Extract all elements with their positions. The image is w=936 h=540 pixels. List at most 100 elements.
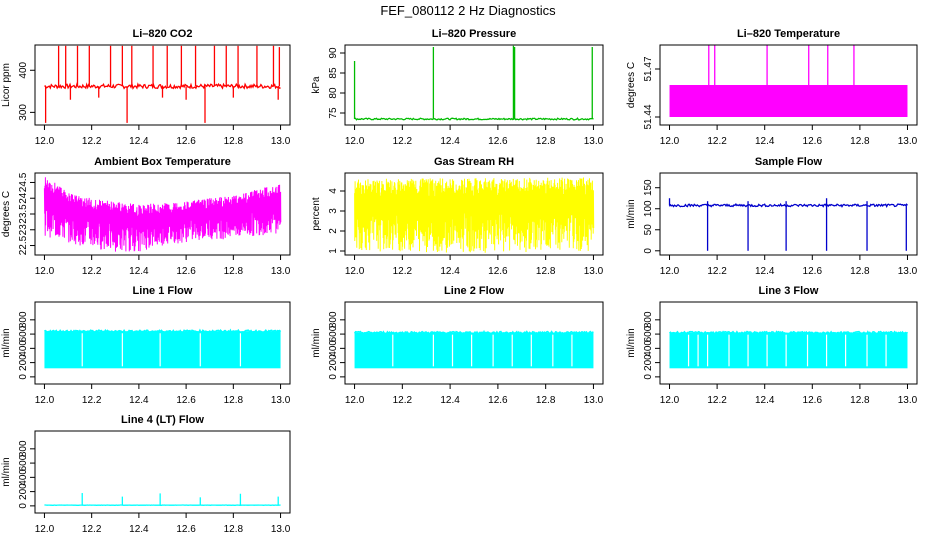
y-tick-label: 400 xyxy=(18,469,29,486)
panel-3: Li–820 Temperature degrees C 12.0 12.2 12.4 1… xyxy=(626,28,918,147)
y-tick-label: 23 xyxy=(18,224,29,236)
y-tick-label: 200 xyxy=(643,354,654,371)
x-tick-label: 12.8 xyxy=(536,395,556,406)
x-tick-label: 12.8 xyxy=(224,266,244,277)
plot-frame xyxy=(34,44,291,126)
series-line xyxy=(354,117,594,121)
y-tick-label: 80 xyxy=(328,87,339,99)
x-tick-label: 12.0 xyxy=(345,136,365,147)
y-axis-label: kPa xyxy=(311,76,322,94)
x-tick-label: 12.2 xyxy=(393,395,413,406)
y-tick-label: 600 xyxy=(328,325,339,342)
series-group xyxy=(353,329,594,369)
figure-title: FEF_080112 2 Hz Diagnostics xyxy=(380,3,556,18)
series-band xyxy=(669,332,908,369)
x-tick-label: 12.6 xyxy=(803,395,823,406)
plot-frame xyxy=(34,301,291,385)
panel-title: Line 4 (LT) Flow xyxy=(121,414,204,426)
x-tick-label: 12.8 xyxy=(850,266,870,277)
x-tick-label: 12.2 xyxy=(82,524,102,535)
y-tick-label: 400 xyxy=(18,61,29,78)
y-tick-label: 51.47 xyxy=(643,56,654,81)
x-tick-label: 13.0 xyxy=(271,524,291,535)
y-tick-label: 0 xyxy=(18,374,29,380)
plot-frame xyxy=(659,172,918,256)
panel-title: Li–820 CO2 xyxy=(133,28,193,40)
y-tick-label: 22.5 xyxy=(18,235,29,255)
y-tick-label: 200 xyxy=(18,483,29,500)
x-tick-label: 12.0 xyxy=(35,266,55,277)
series-group xyxy=(44,493,281,506)
y-tick-label: 200 xyxy=(328,354,339,371)
y-tick-label: 800 xyxy=(643,311,654,328)
y-tick-label: 2 xyxy=(328,228,339,234)
series-line xyxy=(43,177,282,252)
x-tick-label: 12.6 xyxy=(803,266,823,277)
x-tick-label: 12.8 xyxy=(536,136,556,147)
x-tick-label: 13.0 xyxy=(271,266,291,277)
x-tick-label: 12.4 xyxy=(755,136,775,147)
panel-4: Ambient Box Temperature degrees C 12.0 12.2… xyxy=(1,156,291,277)
panel-8: Line 2 Flow ml/min 12.0 12.2 12.4 12.6 12.8 13.… xyxy=(311,285,604,406)
y-axis-label: ml/min xyxy=(1,328,12,357)
x-tick-label: 12.2 xyxy=(82,136,102,147)
x-tick-label: 12.2 xyxy=(707,266,727,277)
y-tick-label: 600 xyxy=(18,325,29,342)
series-band xyxy=(669,85,908,117)
x-tick-label: 12.6 xyxy=(803,136,823,147)
x-tick-label: 12.6 xyxy=(176,136,196,147)
y-tick-label: 100 xyxy=(643,200,654,217)
x-tick-label: 12.2 xyxy=(393,266,413,277)
y-axis-label: degrees C xyxy=(626,62,637,108)
y-tick-label: 800 xyxy=(328,311,339,328)
y-tick-label: 3 xyxy=(328,208,339,214)
series-band xyxy=(354,332,594,369)
x-tick-label: 12.4 xyxy=(755,395,775,406)
plot-frame xyxy=(34,430,291,514)
x-tick-label: 12.6 xyxy=(176,395,196,406)
y-tick-label: 150 xyxy=(643,179,654,196)
x-tick-label: 12.4 xyxy=(129,524,149,535)
x-tick-label: 12.2 xyxy=(82,266,102,277)
series-group xyxy=(668,330,909,369)
y-tick-label: 0 xyxy=(643,248,654,254)
series-group xyxy=(43,177,282,252)
y-tick-label: 400 xyxy=(328,340,339,357)
y-tick-label: 0 xyxy=(18,503,29,509)
series-group xyxy=(668,198,908,251)
y-axis-label: ml/min xyxy=(626,328,637,357)
y-tick-label: 1 xyxy=(328,248,339,254)
x-tick-label: 12.0 xyxy=(660,136,680,147)
x-tick-label: 12.0 xyxy=(345,395,365,406)
series-edge xyxy=(668,330,909,336)
y-tick-label: 300 xyxy=(18,104,29,121)
panel-9: Line 3 Flow ml/min 12.0 12.2 12.4 12.6 12.8 13.… xyxy=(626,285,918,406)
panel-10: Line 4 (LT) Flow ml/min 12.0 12.2 12.4 12.6 12… xyxy=(1,414,291,535)
x-tick-label: 12.4 xyxy=(129,136,149,147)
x-tick-label: 12.0 xyxy=(660,395,680,406)
plot-frame xyxy=(344,172,604,256)
plot-frame xyxy=(659,44,918,126)
y-tick-label: 600 xyxy=(643,325,654,342)
y-tick-label: 4 xyxy=(328,188,339,194)
x-tick-label: 12.4 xyxy=(129,395,149,406)
x-tick-label: 13.0 xyxy=(898,395,918,406)
series-group xyxy=(354,177,595,253)
x-tick-label: 13.0 xyxy=(584,395,604,406)
y-tick-label: 0 xyxy=(643,374,654,380)
x-tick-label: 12.4 xyxy=(755,266,775,277)
series-group xyxy=(44,328,282,369)
x-tick-label: 12.6 xyxy=(488,266,508,277)
y-axis-label: percent xyxy=(311,197,322,231)
series-group xyxy=(669,45,908,117)
y-axis-label: degrees C xyxy=(1,191,12,237)
panel-title: Ambient Box Temperature xyxy=(94,156,231,168)
y-tick-label: 90 xyxy=(328,47,339,59)
y-tick-label: 200 xyxy=(18,354,29,371)
plot-frame xyxy=(659,301,918,385)
x-tick-label: 13.0 xyxy=(271,136,291,147)
y-axis-label: Licor ppm xyxy=(1,63,12,107)
x-tick-label: 13.0 xyxy=(898,266,918,277)
x-tick-label: 12.8 xyxy=(536,266,556,277)
